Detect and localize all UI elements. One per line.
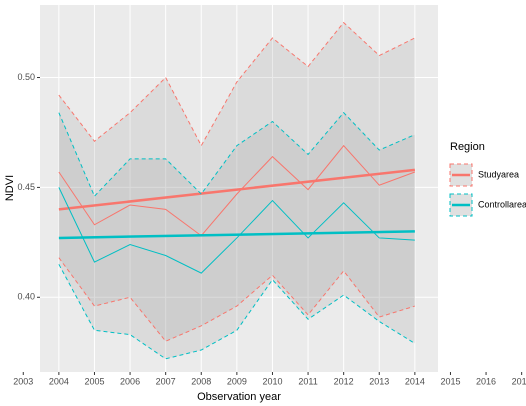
y-tick-label: 0.50	[17, 72, 35, 82]
x-tick-label: 2003	[13, 376, 33, 386]
y-axis-label: NDVI	[4, 175, 16, 201]
x-tick-label: 2016	[476, 376, 496, 386]
x-tick-label: 2015	[440, 376, 460, 386]
x-tick-label: 2011	[298, 376, 317, 386]
x-tick-label: 2010	[262, 376, 282, 386]
series-line	[58, 144, 416, 237]
legend: Region Studyarea Controllarea	[449, 141, 526, 217]
trend-line	[58, 230, 415, 240]
lines	[58, 21, 416, 360]
ribbon	[58, 22, 415, 342]
ribbon-edge	[58, 21, 416, 147]
series-line	[58, 187, 415, 274]
x-tick-label: 2007	[156, 376, 176, 386]
x-axis-label: Observation year	[197, 391, 281, 403]
trend-line	[58, 168, 415, 211]
x-tick-label: 2006	[120, 376, 140, 386]
x-tick-label: 2008	[191, 376, 211, 386]
grid	[40, 5, 438, 372]
y-tick-label: 0.45	[17, 182, 35, 192]
axes: 0.40 0.45 0.50 2003 2004 2005 2006 2007 2008 2009…	[13, 72, 526, 386]
y-tick-label: 0.40	[17, 292, 35, 302]
x-tick-label: 2014	[405, 376, 425, 386]
x-tick-label: 2012	[334, 376, 354, 386]
legend-title: Region	[450, 141, 485, 153]
x-tick-label: 2017	[512, 376, 526, 386]
x-tick-label: 2013	[369, 376, 389, 386]
x-tick-label: 2005	[84, 376, 104, 386]
legend-label: Controllarea	[478, 199, 526, 209]
legend-label: Studyarea	[478, 169, 519, 179]
x-tick-label: 2004	[49, 376, 69, 386]
ribbon-edge	[58, 264, 416, 360]
ribbon-edge	[58, 257, 416, 342]
x-tick-label: 2009	[227, 376, 247, 386]
ribbon-edge	[58, 111, 416, 198]
